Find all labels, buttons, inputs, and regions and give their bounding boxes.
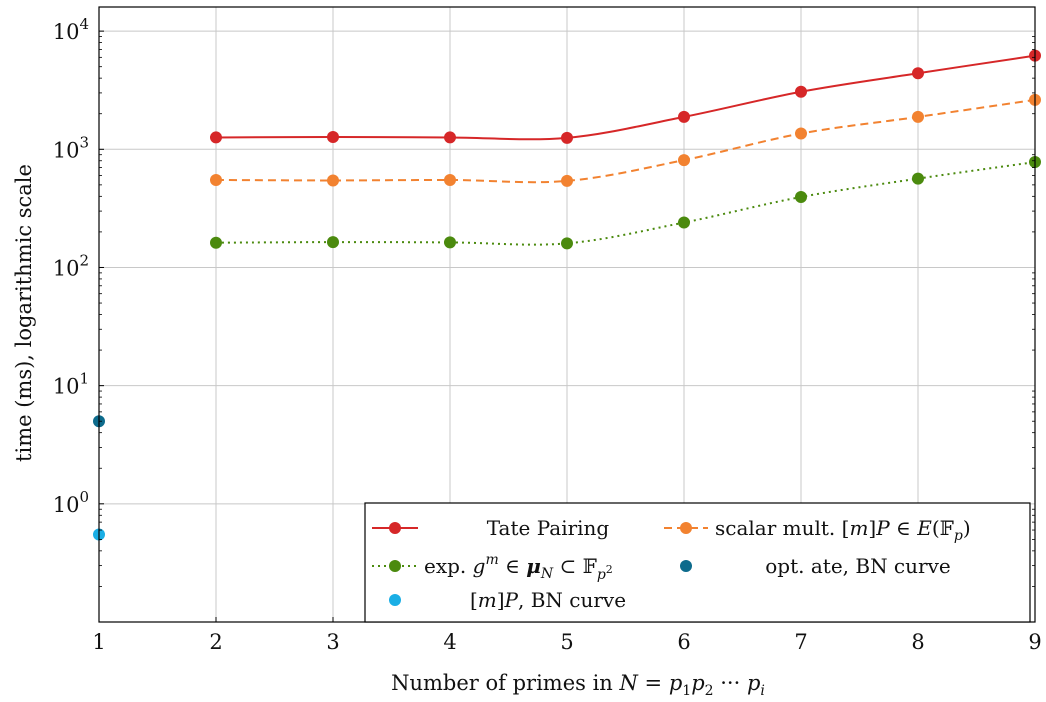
x-tick-label: 2 — [209, 630, 222, 654]
series-line — [215, 54, 1036, 141]
data-point — [444, 131, 456, 144]
legend-swatch-marker — [389, 594, 401, 606]
data-point — [678, 154, 690, 167]
y-axis-ticks: 100 101 102 103 104 — [53, 15, 1035, 587]
data-point — [795, 190, 807, 203]
y-tick-label: 104 — [53, 15, 89, 44]
y-tick-label: 102 — [53, 251, 89, 280]
data-point — [210, 131, 222, 144]
data-point — [327, 131, 339, 144]
data-point — [444, 236, 456, 249]
grid — [98, 7, 1036, 622]
y-axis-label: time (ms), logarithmic scale — [12, 164, 36, 462]
x-tick-label: 1 — [92, 630, 105, 654]
data-point — [327, 174, 339, 187]
legend-swatch-marker — [680, 522, 692, 534]
data-point — [912, 67, 924, 80]
legend-swatch-marker — [389, 560, 401, 572]
legend-entry-opt-ate: opt. ate, BN curve — [680, 554, 951, 578]
data-point — [210, 173, 222, 186]
data-point — [678, 110, 690, 123]
x-tick-label: 8 — [911, 630, 924, 654]
x-tick-label: 9 — [1028, 630, 1041, 654]
legend-entry-exp: exp. gm ∈ μN ⊂ 𝔽p2 — [372, 552, 613, 583]
data-point — [561, 237, 573, 250]
legend-entry-mp-bn: [m]P, BN curve — [389, 588, 626, 612]
legend-entry-scalar-mult: scalar mult. [m]P ∈ E(𝔽p) — [664, 516, 971, 544]
series-0 — [210, 49, 1041, 144]
y-tick-label: 101 — [53, 370, 89, 399]
data-point — [561, 174, 573, 187]
legend: Tate Pairing scalar mult. [m]P ∈ E(𝔽p) e… — [364, 502, 1031, 623]
data-point — [327, 236, 339, 249]
legend-swatch-marker — [389, 522, 401, 534]
series-layer — [93, 49, 1041, 541]
x-tick-label: 5 — [560, 630, 573, 654]
data-point — [678, 216, 690, 229]
x-tick-label: 6 — [677, 630, 690, 654]
series-line — [215, 98, 1036, 184]
legend-label-exp: exp. gm ∈ μN ⊂ 𝔽p2 — [424, 552, 613, 583]
legend-swatch-marker — [680, 560, 692, 572]
legend-label-mp-bn: [m]P, BN curve — [470, 588, 626, 612]
legend-box — [364, 502, 1031, 623]
legend-label-tate-pairing: Tate Pairing — [487, 516, 610, 540]
data-point — [210, 236, 222, 249]
y-tick-label: 103 — [53, 133, 89, 162]
series-2 — [210, 156, 1041, 250]
data-point — [444, 173, 456, 186]
data-point — [912, 110, 924, 123]
legend-entry-tate-pairing: Tate Pairing — [372, 516, 609, 540]
data-point — [912, 172, 924, 185]
legend-label-opt-ate: opt. ate, BN curve — [765, 554, 950, 578]
x-axis-label: Number of primes in N = p1p2 ··· pi — [391, 671, 765, 699]
x-tick-label: 4 — [443, 630, 456, 654]
data-point — [795, 127, 807, 140]
data-point — [561, 131, 573, 144]
series-line — [215, 161, 1036, 246]
data-point — [795, 85, 807, 98]
y-tick-label: 100 — [53, 488, 89, 517]
legend-label-scalar-mult: scalar mult. [m]P ∈ E(𝔽p) — [715, 516, 971, 544]
x-tick-label: 3 — [326, 630, 339, 654]
x-tick-label: 7 — [794, 630, 807, 654]
